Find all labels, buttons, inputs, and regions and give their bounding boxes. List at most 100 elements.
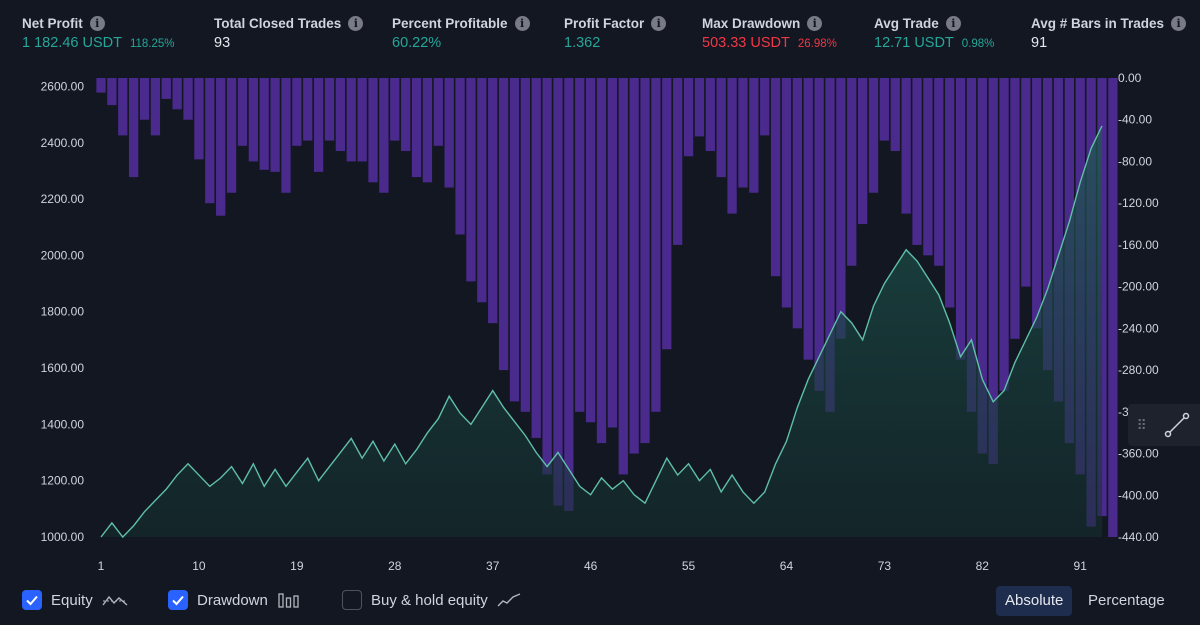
drawdown-bar [640,78,650,444]
x-axis-tick-label: 10 [192,559,206,573]
drawdown-bar [433,78,443,146]
drawdown-bar [673,78,683,245]
x-axis-tick-label: 1 [98,559,105,573]
stat-label: Total Closed Trades [214,15,342,31]
stat-label: Max Drawdown [702,15,801,31]
equity-checkbox[interactable] [22,590,42,610]
drawdown-bar [205,78,215,204]
drawdown-bar [531,78,541,438]
left-axis-tick-label: 1400.00 [41,417,85,431]
stat-value: 60.22% [392,35,442,51]
trend-line-icon[interactable] [1163,411,1191,439]
stat-avg-trade: Avg Trade i 12.71 USDT 0.98% [874,13,994,51]
drawdown-bar [694,78,705,137]
bar-chart-icon [278,593,299,608]
drag-handle-icon[interactable]: ⠿ [1136,416,1147,433]
drawdown-bar [901,78,911,214]
legend-equity-toggle[interactable]: Equity [22,590,128,610]
stat-value: 1.362 [564,35,601,51]
left-axis-tick-label: 2600.00 [41,79,85,93]
drawdown-label: Drawdown [197,591,268,609]
stat-profit-factor: Profit Factor i 1.362 [564,13,667,51]
drawdown-bar [324,78,335,141]
x-axis-tick-label: 64 [780,559,794,573]
drawdown-bar [912,78,922,245]
stat-value: 503.33 USDT [702,35,790,51]
drawdown-bar [585,78,596,423]
legend-drawdown-toggle[interactable]: Drawdown [168,590,301,610]
drawdown-bar [542,78,552,475]
drawdown-bar [194,78,204,160]
info-icon[interactable]: i [807,15,823,31]
left-axis-tick-label: 1200.00 [41,474,85,488]
right-axis-tick-label: -440.00 [1118,530,1159,544]
right-axis-tick-label: -360.00 [1118,447,1159,461]
drawdown-bar [161,78,171,99]
stat-max-drawdown: Max Drawdown i 503.33 USDT 26.98% [702,13,837,51]
stat-avg-bars-in-trades: Avg # Bars in Trades i 91 [1031,13,1187,51]
drawdown-bar [945,78,955,308]
drawdown-bar [226,78,237,193]
performance-summary: Net Profit i 1 182.46 USDT 118.25% Total C… [0,0,1200,66]
x-axis-tick-label: 91 [1074,559,1088,573]
drawdown-bar [379,78,389,193]
drawdown-bar [868,78,879,193]
info-icon[interactable]: i [89,15,105,31]
drawdown-bar [738,78,748,188]
equity-line [100,125,1103,539]
drawdown-bar [966,78,977,412]
drawdown-bar [1042,78,1053,371]
info-icon[interactable]: i [514,15,530,31]
checkmark-icon [26,595,38,606]
stat-label: Net Profit [22,15,83,31]
drawdown-bar [857,78,868,225]
drawdown-bar [803,78,813,360]
drawdown-checkbox[interactable] [168,590,188,610]
legend-buyhold-toggle[interactable]: Buy & hold equity [342,590,521,610]
drawdown-bar [303,78,313,141]
drawdown-bar [357,78,367,162]
drawdown-bar [139,78,150,120]
drawdown-bar [509,78,520,402]
drawdown-bar [216,78,226,216]
floating-toolbar[interactable]: ⠿ [1128,404,1200,446]
stat-sub-value: 0.98% [961,38,995,50]
x-axis-tick-label: 46 [584,559,598,573]
percentage-button[interactable]: Percentage [1088,592,1165,609]
drawdown-bar [1053,78,1064,402]
absolute-button[interactable]: Absolute [996,586,1073,616]
right-axis-tick-label: 0.00 [1118,71,1142,85]
drawdown-bar [836,78,846,339]
drawdown-bar [313,78,324,172]
x-axis-tick-label: 82 [976,559,990,573]
equity-area [101,125,1102,537]
info-icon[interactable]: i [348,15,364,31]
drawdown-bar [281,78,291,193]
drawdown-bar [934,78,944,266]
equity-series [100,125,1103,539]
drawdown-bar [455,78,465,235]
drawdown-bar [520,78,530,412]
drawdown-bar [401,78,411,152]
drawdown-bar [118,78,128,136]
info-icon[interactable]: i [651,15,667,31]
left-axis-tick-label: 1600.00 [41,361,85,375]
equity-drawdown-chart[interactable]: 2600.00 2400.00 2200.00 2000.00 1800.00 1600.… [0,66,1200,578]
left-axis-tick-label: 2400.00 [41,136,85,150]
drawdown-bar [879,78,890,141]
buyhold-checkbox[interactable] [342,590,362,610]
info-icon[interactable]: i [945,15,961,31]
drawdown-bar [1032,78,1042,329]
stat-value: 12.71 USDT [874,35,954,51]
drawdown-bar [390,78,400,141]
stat-value: 91 [1031,35,1048,51]
stat-value: 1 182.46 USDT [22,35,122,51]
drawdown-bar [346,78,356,162]
drawdown-bar [1021,78,1031,287]
drawdown-bar [237,78,248,146]
info-icon[interactable]: i [1171,15,1187,31]
stat-sub-value: 26.98% [797,38,837,50]
drawdown-bar [727,78,737,214]
drawdown-bar [1108,78,1118,537]
drawdown-bar [651,78,661,412]
